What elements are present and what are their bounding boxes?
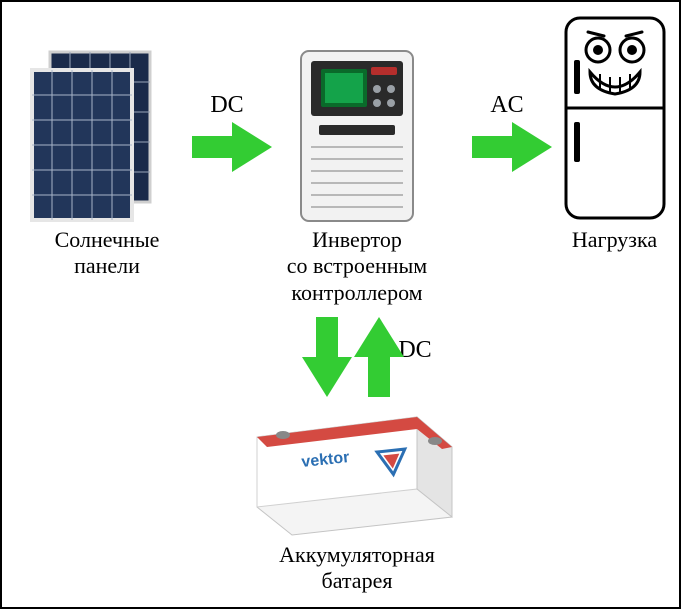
battery-icon: vektor — [247, 407, 462, 537]
inverter-label: Инвертор со встроенным контроллером — [252, 227, 462, 306]
solar-panel-label: Солнечные панели — [22, 227, 192, 280]
dc-label-1: DC — [197, 92, 257, 119]
load-label: Нагрузка — [547, 227, 682, 253]
diagram-frame: Солнечные панели DC Инвертор со встроенн… — [0, 0, 681, 609]
arrow-down — [302, 317, 352, 397]
arrow-right-2 — [472, 122, 552, 172]
arrow-up — [354, 317, 404, 397]
ac-label: AC — [477, 92, 537, 119]
arrow-right-1 — [192, 122, 272, 172]
battery-label: Аккумуляторная батарея — [257, 542, 457, 595]
fridge-icon — [560, 12, 670, 227]
solar-panel-icon — [32, 52, 182, 222]
inverter-icon — [297, 47, 417, 227]
